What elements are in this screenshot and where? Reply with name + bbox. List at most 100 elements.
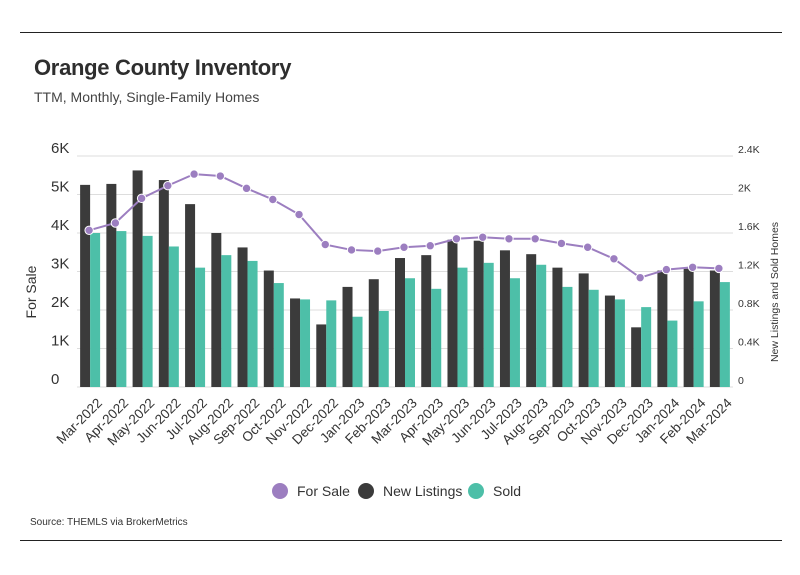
for-sale-point — [609, 254, 619, 264]
for-sale-point — [163, 180, 173, 191]
source-note: Source: THEMLS via BrokerMetrics — [30, 517, 188, 528]
for-sale-point — [635, 272, 645, 283]
new-listings-bar — [211, 233, 222, 387]
top-rule — [20, 32, 782, 33]
new-listings-bar — [526, 254, 537, 387]
y2-tick-label: 2K — [738, 183, 751, 195]
for-sale-point — [714, 263, 724, 274]
sold-bar — [405, 278, 415, 387]
new-listings-bar — [473, 240, 484, 387]
legend-label: Sold — [493, 483, 521, 499]
y-tick-label: 5K — [51, 179, 69, 196]
sold-bar — [300, 299, 311, 387]
bars — [80, 170, 730, 387]
new-listings-bar — [578, 273, 589, 387]
new-listings-bar — [657, 270, 668, 387]
new-listings-bar — [395, 258, 405, 387]
y2-tick-label: 1.2K — [738, 260, 760, 272]
legend-label: New Listings — [383, 483, 462, 499]
sold-bar — [247, 260, 258, 387]
new-listings-bar — [683, 268, 694, 387]
new-listings-bar — [631, 327, 642, 387]
legend-marker — [272, 483, 288, 499]
y-tick-label: 3K — [51, 256, 69, 273]
for-sale-point — [582, 242, 593, 252]
new-listings-bar — [552, 267, 563, 387]
sold-bar — [562, 286, 573, 387]
chart-title: Orange County Inventory — [34, 55, 292, 80]
new-listings-bar — [447, 239, 458, 387]
new-listings-bar — [237, 247, 248, 387]
y2-tick-label: 0.8K — [738, 298, 760, 310]
sold-bar — [378, 310, 389, 387]
sold-bar — [719, 282, 730, 387]
for-sale-point — [241, 183, 252, 194]
for-sale-point — [373, 246, 383, 256]
new-listings-bar — [604, 295, 615, 387]
new-listings-bar — [499, 250, 510, 387]
sold-bar — [326, 300, 337, 387]
chart-subtitle: TTM, Monthly, Single-Family Homes — [34, 89, 260, 105]
legend: For Sale New Listings Sold — [272, 483, 521, 499]
new-listings-bar — [106, 183, 117, 387]
y-tick-label: 2K — [51, 294, 69, 311]
new-listings-bar — [80, 184, 91, 387]
y-tick-label: 6K — [51, 140, 69, 157]
y-tick-label: 1K — [51, 333, 69, 350]
sold-bar — [667, 320, 678, 387]
y2-tick-label: 1.6K — [738, 221, 760, 233]
sold-bar — [588, 289, 599, 387]
sold-bar — [509, 278, 520, 387]
for-sale-point — [84, 225, 94, 236]
sold-bar — [614, 299, 625, 387]
for-sale-point — [504, 234, 514, 244]
for-sale-point — [294, 209, 304, 220]
sold-bar — [431, 288, 442, 387]
sold-bar — [221, 255, 232, 387]
legend-marker — [468, 483, 484, 499]
new-listings-bar — [368, 279, 379, 387]
sold-bar — [483, 262, 494, 387]
sold-bar — [536, 264, 547, 387]
new-listings-bar — [290, 298, 301, 387]
sold-bar — [168, 246, 179, 387]
sold-bar — [90, 233, 101, 387]
for-sale-line — [84, 169, 724, 283]
for-sale-point — [215, 171, 226, 181]
legend-label: For Sale — [297, 483, 350, 499]
y2-tick-label: 0 — [738, 375, 744, 387]
sold-bar — [142, 235, 153, 387]
for-sale-point — [320, 239, 330, 250]
new-listings-bar — [132, 170, 143, 387]
bottom-rule — [20, 540, 782, 541]
legend-marker — [358, 483, 374, 499]
sold-bar — [641, 307, 652, 387]
for-sale-point — [451, 234, 462, 244]
for-sale-point — [687, 262, 698, 272]
new-listings-bar — [342, 286, 353, 387]
sold-bar — [352, 316, 363, 387]
for-sale-point — [136, 193, 147, 204]
for-sale-point — [425, 241, 435, 251]
y-axis-title: For Sale — [23, 265, 39, 318]
sold-bar — [116, 231, 127, 387]
y2-tick-label: 0.4K — [738, 337, 760, 349]
y2-tick-label: 2.4K — [738, 144, 760, 156]
new-listings-bar — [185, 204, 196, 387]
y2-axis-title: New Listings and Sold Homes — [769, 222, 781, 362]
new-listings-bar — [158, 180, 169, 387]
new-listings-bar — [316, 324, 327, 387]
new-listings-bar — [421, 255, 432, 387]
for-sale-point — [110, 218, 121, 228]
for-sale-point — [399, 242, 409, 252]
y-tick-label: 4K — [51, 217, 69, 234]
sold-bar — [273, 283, 284, 387]
for-sale-point — [556, 238, 567, 249]
sold-bar — [693, 301, 704, 387]
for-sale-point — [346, 245, 357, 255]
y-tick-label: 0 — [51, 371, 59, 388]
for-sale-point — [530, 234, 540, 244]
sold-bar — [457, 267, 468, 387]
for-sale-point — [661, 264, 672, 275]
